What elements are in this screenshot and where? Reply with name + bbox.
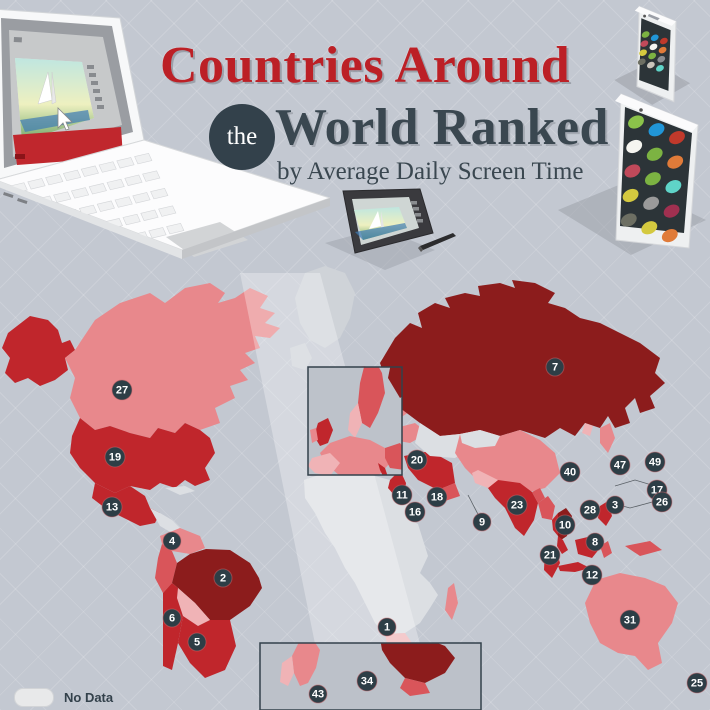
svg-text:43: 43 xyxy=(312,689,324,701)
svg-text:13: 13 xyxy=(106,502,118,514)
svg-text:11: 11 xyxy=(396,490,408,502)
svg-text:7: 7 xyxy=(552,362,558,374)
svg-text:9: 9 xyxy=(479,517,485,529)
svg-text:25: 25 xyxy=(691,678,703,690)
svg-text:23: 23 xyxy=(511,500,523,512)
svg-text:6: 6 xyxy=(169,613,175,625)
svg-text:10: 10 xyxy=(559,520,571,532)
svg-text:5: 5 xyxy=(194,637,200,649)
svg-text:40: 40 xyxy=(564,467,576,479)
svg-text:34: 34 xyxy=(361,676,374,688)
svg-text:2: 2 xyxy=(220,573,226,585)
svg-text:8: 8 xyxy=(592,537,598,549)
svg-text:16: 16 xyxy=(409,507,421,519)
svg-text:21: 21 xyxy=(544,550,556,562)
svg-text:1: 1 xyxy=(384,622,390,634)
svg-text:26: 26 xyxy=(656,497,668,509)
svg-text:3: 3 xyxy=(612,500,618,512)
svg-text:47: 47 xyxy=(614,460,626,472)
svg-text:19: 19 xyxy=(109,452,121,464)
svg-text:27: 27 xyxy=(116,385,128,397)
svg-text:20: 20 xyxy=(411,455,423,467)
svg-text:12: 12 xyxy=(586,570,598,582)
svg-text:49: 49 xyxy=(649,457,661,469)
svg-text:18: 18 xyxy=(431,492,443,504)
svg-text:31: 31 xyxy=(624,615,636,627)
svg-text:28: 28 xyxy=(584,505,596,517)
svg-text:4: 4 xyxy=(169,536,176,548)
